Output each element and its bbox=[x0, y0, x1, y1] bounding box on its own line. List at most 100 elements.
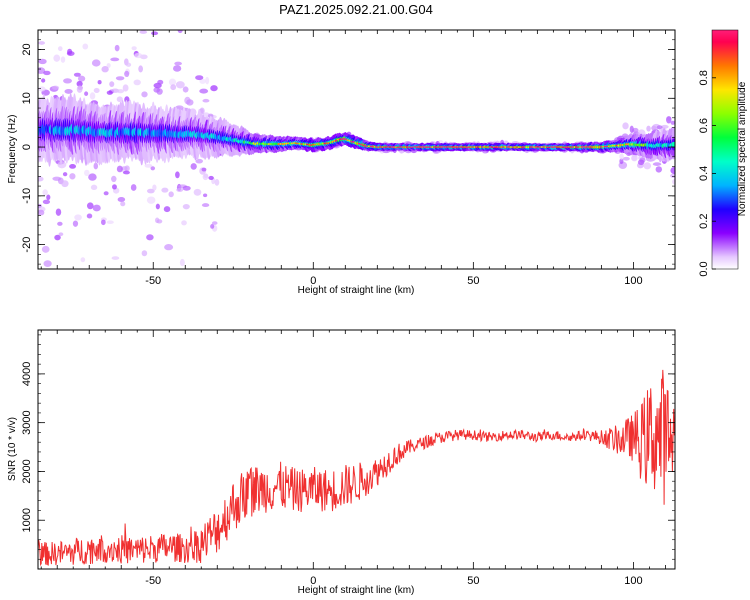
heatmap-cell bbox=[207, 113, 214, 119]
snr-axes: -50 0 50 100 1000 2000 3000 4000 bbox=[21, 330, 675, 587]
heatmap-cell bbox=[652, 162, 662, 166]
heatmap-cell bbox=[43, 260, 52, 267]
chart-title: PAZ1.2025.092.21.00.G04 bbox=[279, 2, 433, 17]
spectrogram-x-axis-label: Height of straight line (km) bbox=[298, 285, 415, 296]
heatmap-cell bbox=[201, 203, 210, 208]
colorbar-tick-label: 0.4 bbox=[698, 166, 710, 181]
snr-frame bbox=[37, 329, 676, 570]
heatmap-cell bbox=[91, 59, 101, 67]
heatmap-cell bbox=[53, 24, 59, 28]
heatmap-cell bbox=[46, 16, 52, 20]
heatmap-cell bbox=[146, 196, 156, 204]
heatmap-cell bbox=[52, 85, 60, 90]
heatmap-cell bbox=[146, 234, 154, 241]
heatmap-cell bbox=[82, 43, 89, 50]
heatmap-cell bbox=[103, 191, 109, 196]
heatmap-cell bbox=[84, 169, 90, 177]
y-tick-label: 3000 bbox=[21, 410, 33, 434]
heatmap-cell bbox=[106, 63, 111, 68]
heatmap-cell bbox=[170, 84, 177, 91]
heatmap-cell bbox=[110, 57, 120, 62]
colorbar-tick-label: 0.8 bbox=[698, 70, 710, 85]
heatmap-cell bbox=[97, 80, 102, 85]
heatmap-cell bbox=[115, 76, 125, 81]
x-tick-label: 100 bbox=[624, 575, 642, 587]
heatmap-cell bbox=[120, 201, 126, 207]
heatmap-cell bbox=[57, 221, 63, 226]
heatmap-cell bbox=[173, 65, 182, 72]
y-tick-label: 0 bbox=[21, 144, 33, 150]
heatmap-cell bbox=[130, 184, 137, 191]
y-tick-label: 4000 bbox=[21, 362, 33, 386]
heatmap-cell bbox=[60, 56, 66, 63]
heatmap-cell bbox=[202, 112, 210, 117]
colorbar-tick-label: 0.6 bbox=[698, 118, 710, 133]
colorbar-label: Normalized spectral amplitude bbox=[737, 81, 748, 216]
heatmap-cell bbox=[58, 232, 64, 237]
heatmap-cell bbox=[109, 81, 115, 87]
heatmap-cell bbox=[146, 0, 151, 3]
heatmap-cell bbox=[90, 184, 98, 191]
heatmap-cell bbox=[150, 166, 156, 171]
heatmap-cell bbox=[637, 159, 645, 166]
heatmap-cell bbox=[46, 194, 51, 201]
heatmap-cell bbox=[134, 52, 143, 59]
heatmap-cell bbox=[72, 220, 79, 227]
heatmap-cell bbox=[670, 166, 675, 175]
heatmap-cell bbox=[202, 173, 209, 181]
heatmap-cell bbox=[168, 191, 174, 198]
heatmap-cell bbox=[646, 125, 651, 132]
heatmap-cell bbox=[174, 61, 182, 66]
heatmap-cell bbox=[69, 164, 77, 169]
heatmap-cell bbox=[210, 85, 218, 92]
heatmap-cell bbox=[199, 78, 206, 84]
colorbar-tick-label: 0.2 bbox=[698, 214, 710, 229]
heatmap-cell bbox=[93, 87, 100, 94]
heatmap-cell bbox=[144, 163, 153, 168]
heatmap-cell bbox=[125, 0, 131, 2]
heatmap-cell bbox=[56, 7, 64, 12]
x-tick-label: 0 bbox=[310, 275, 316, 287]
y-tick-label: 10 bbox=[21, 92, 33, 104]
heatmap-cell bbox=[141, 91, 148, 98]
heatmap-cell bbox=[619, 158, 624, 165]
colorbar-gradient bbox=[711, 29, 739, 270]
heatmap-cell bbox=[146, 188, 155, 194]
heatmap-cell bbox=[211, 221, 218, 225]
heatmap-cell bbox=[38, 209, 45, 216]
heatmap-cell bbox=[68, 30, 72, 31]
heatmap-cell bbox=[124, 70, 130, 78]
snr-panel: -50 0 50 100 1000 2000 3000 4000 Height of stra… bbox=[7, 329, 676, 596]
heatmap-cell bbox=[38, 41, 45, 45]
x-tick-label: 0 bbox=[310, 575, 316, 587]
heatmap-cell bbox=[155, 203, 160, 210]
snr-plot-area bbox=[38, 369, 675, 567]
heatmap-cell bbox=[116, 165, 123, 173]
heatmap-cell bbox=[43, 70, 51, 76]
heatmap-cell bbox=[205, 76, 210, 85]
heatmap-cell bbox=[88, 173, 97, 181]
heatmap-cell bbox=[182, 204, 190, 210]
y-tick-label: 2000 bbox=[21, 459, 33, 483]
heatmap-cell bbox=[76, 80, 83, 87]
heatmap-cell bbox=[163, 206, 171, 213]
heatmap-cell bbox=[38, 176, 44, 182]
heatmap-cell bbox=[203, 193, 208, 198]
heatmap-cell bbox=[175, 105, 184, 110]
heatmap-cell bbox=[122, 170, 130, 175]
heatmap-cell bbox=[643, 162, 652, 170]
heatmap-cell bbox=[631, 154, 638, 162]
heatmap-cell bbox=[195, 158, 203, 164]
heatmap-cell bbox=[175, 81, 185, 89]
heatmap-cell bbox=[55, 208, 62, 216]
x-tick-label: 50 bbox=[467, 575, 479, 587]
x-tick-label: 100 bbox=[624, 275, 642, 287]
spectrogram-panel: -50 0 50 100 -20 -10 0 10 20 Height of straight … bbox=[7, 0, 676, 296]
heatmap-cell bbox=[42, 199, 51, 205]
heatmap-cell bbox=[84, 91, 89, 96]
heatmap-cell bbox=[125, 62, 132, 67]
heatmap-cell bbox=[106, 220, 114, 225]
heatmap-cell bbox=[131, 46, 137, 51]
heatmap-cell bbox=[80, 257, 86, 263]
